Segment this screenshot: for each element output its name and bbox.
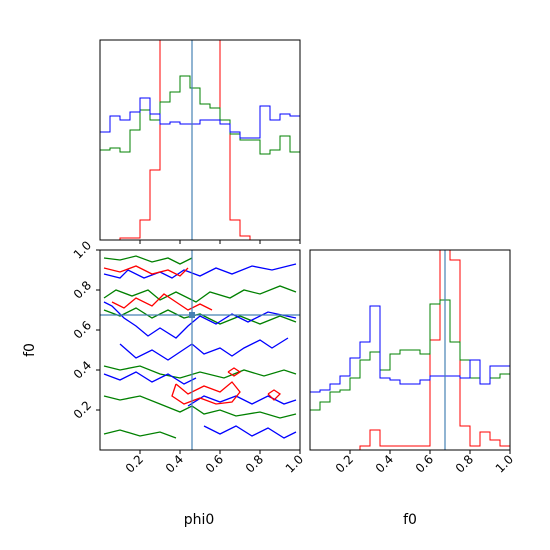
contour-blue-11 <box>203 425 297 439</box>
f0-xtick-label-0.8: 0.8 <box>453 452 476 475</box>
f0-histogram-plot-area <box>310 250 510 450</box>
contour-ytick-label-0.8: 0.8 <box>71 278 94 301</box>
f0-histogram-frame <box>309 249 511 451</box>
f0-xtick-label-0.6: 0.6 <box>413 452 436 475</box>
contour-xtick-label-1.0: 1.0 <box>283 452 306 475</box>
contour-xtick-label-0.4: 0.4 <box>163 452 186 475</box>
y-axis-title-left: f0 <box>22 343 38 357</box>
contour-ytick-label-0.2: 0.2 <box>71 398 94 421</box>
contour-xtick-label-0.2: 0.2 <box>123 452 146 475</box>
contour-green-4 <box>103 395 297 419</box>
contour-green-5 <box>103 429 177 439</box>
f0-xtick-label-1.0: 1.0 <box>493 452 516 475</box>
contour-truth-marker <box>189 312 195 318</box>
x-axis-title-right: f0 <box>403 512 417 528</box>
contour-blue-10 <box>187 395 297 407</box>
phi0-histogram-panel <box>99 39 301 244</box>
f0-hist-green <box>310 299 510 411</box>
contour-frame <box>99 249 301 451</box>
contour-green-0 <box>103 255 193 265</box>
contour-plot-area <box>100 250 300 450</box>
contour-green-3 <box>103 365 297 379</box>
contour-blue-9 <box>103 371 197 385</box>
contour-ytick-label-0.4: 0.4 <box>71 358 94 381</box>
contour-xtick-label-0.6: 0.6 <box>203 452 226 475</box>
phi0-hist-red <box>100 40 300 240</box>
f0-hist-blue <box>310 305 510 393</box>
contour-red-14 <box>171 381 241 405</box>
contour-ytick-label-0.6: 0.6 <box>71 318 94 341</box>
contour-red-15 <box>227 367 242 377</box>
contour-xtick-label-0.8: 0.8 <box>243 452 266 475</box>
contour-red-16 <box>267 389 282 401</box>
phi0-hist-green <box>100 75 300 155</box>
contour-red-13 <box>111 293 213 311</box>
contour-blue-6 <box>103 263 297 279</box>
f0-histogram-panel: 0.2 0.4 0.6 0.8 1.0 <box>309 249 516 476</box>
contour-blue-8 <box>119 337 289 361</box>
phi0-histogram-plot-area <box>100 40 300 240</box>
phi0-hist-blue <box>100 97 300 139</box>
contour-blue-7 <box>103 301 297 339</box>
contour-ytick-label-1.0: 1.0 <box>71 238 94 261</box>
phi0-histogram-frame <box>99 39 301 241</box>
phi0-f0-contour-panel: 0.2 0.4 0.6 0.8 1.0 0.2 0.4 0.6 0.8 1.0 <box>71 238 306 475</box>
contour-green-1 <box>103 285 297 303</box>
f0-hist-red <box>310 250 510 450</box>
contour-red-12 <box>103 265 189 277</box>
x-axis-title-left: phi0 <box>184 512 215 528</box>
f0-xtick-label-0.2: 0.2 <box>333 452 356 475</box>
f0-xtick-label-0.4: 0.4 <box>373 452 396 475</box>
